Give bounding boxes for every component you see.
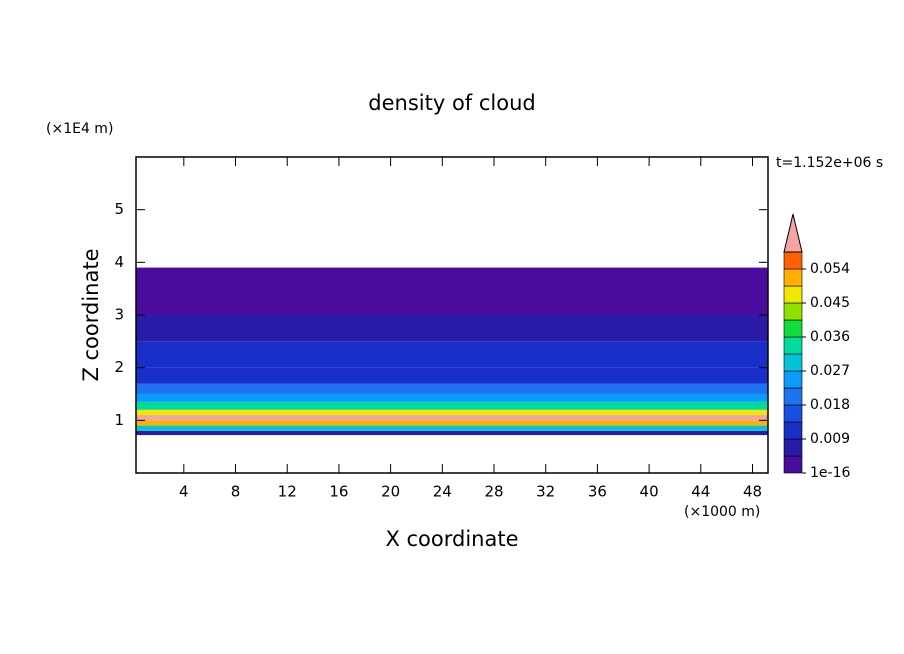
x-tick-label: 16 [329,483,348,501]
colorbar-band [783,370,803,389]
colorbar-tick-label: 1e-16 [810,465,850,481]
y-unit: (×1E4 m) [46,121,113,137]
colorbar-band [783,302,803,321]
colorbar-band [783,285,803,304]
y-tick-label: 4 [114,253,124,271]
colorbar-tick-label: 0.027 [810,363,850,379]
field-band [136,401,768,410]
y-axis-label: Z coordinate [79,248,103,381]
colorbar-band [783,455,803,474]
colorbar-band [783,404,803,423]
x-tick-label: 20 [381,483,400,501]
x-tick-label: 24 [433,483,452,501]
colorbar-band [783,438,803,457]
colorbar-extension [783,213,803,253]
x-tick-label: 28 [484,483,503,501]
chart-title: density of cloud [368,91,535,115]
field-band [136,383,768,394]
x-tick-label: 36 [588,483,607,501]
colorbar-band [783,336,803,355]
colorbar-band [783,251,803,270]
colorbar-band [783,421,803,440]
x-unit: (×1000 m) [684,504,760,520]
colorbar-band [783,353,803,372]
x-tick-label: 44 [691,483,710,501]
colorbar-tick-label: 0.045 [810,295,850,311]
field-band [136,267,768,315]
x-tick-label: 12 [278,483,297,501]
field-band [136,341,768,368]
field-band [136,315,768,342]
time-label: t=1.152e+06 s [776,155,883,171]
field-band [136,415,768,421]
x-tick-label: 40 [640,483,659,501]
colorbar-band [783,319,803,338]
x-tick-label: 32 [536,483,555,501]
field-band [136,367,768,384]
field-band [136,430,768,436]
colorbar-tick-label: 0.018 [810,397,850,413]
x-axis-label: X coordinate [385,527,518,551]
colorbar-band [783,387,803,406]
x-tick-label: 4 [179,483,189,501]
colorbar-tick-label: 0.036 [810,329,850,345]
x-tick-label: 48 [743,483,762,501]
y-tick-label: 1 [114,411,124,429]
y-tick-label: 5 [114,200,124,218]
field-band [136,409,768,416]
colorbar-band [783,268,803,287]
field-band [136,394,768,402]
colorbar-tick-label: 0.009 [810,431,850,447]
field-band [136,425,768,431]
y-tick-label: 3 [114,306,124,324]
field-band [136,420,768,426]
x-tick-label: 8 [231,483,241,501]
colorbar-tick-label: 0.054 [810,261,850,277]
y-tick-label: 2 [114,358,124,376]
